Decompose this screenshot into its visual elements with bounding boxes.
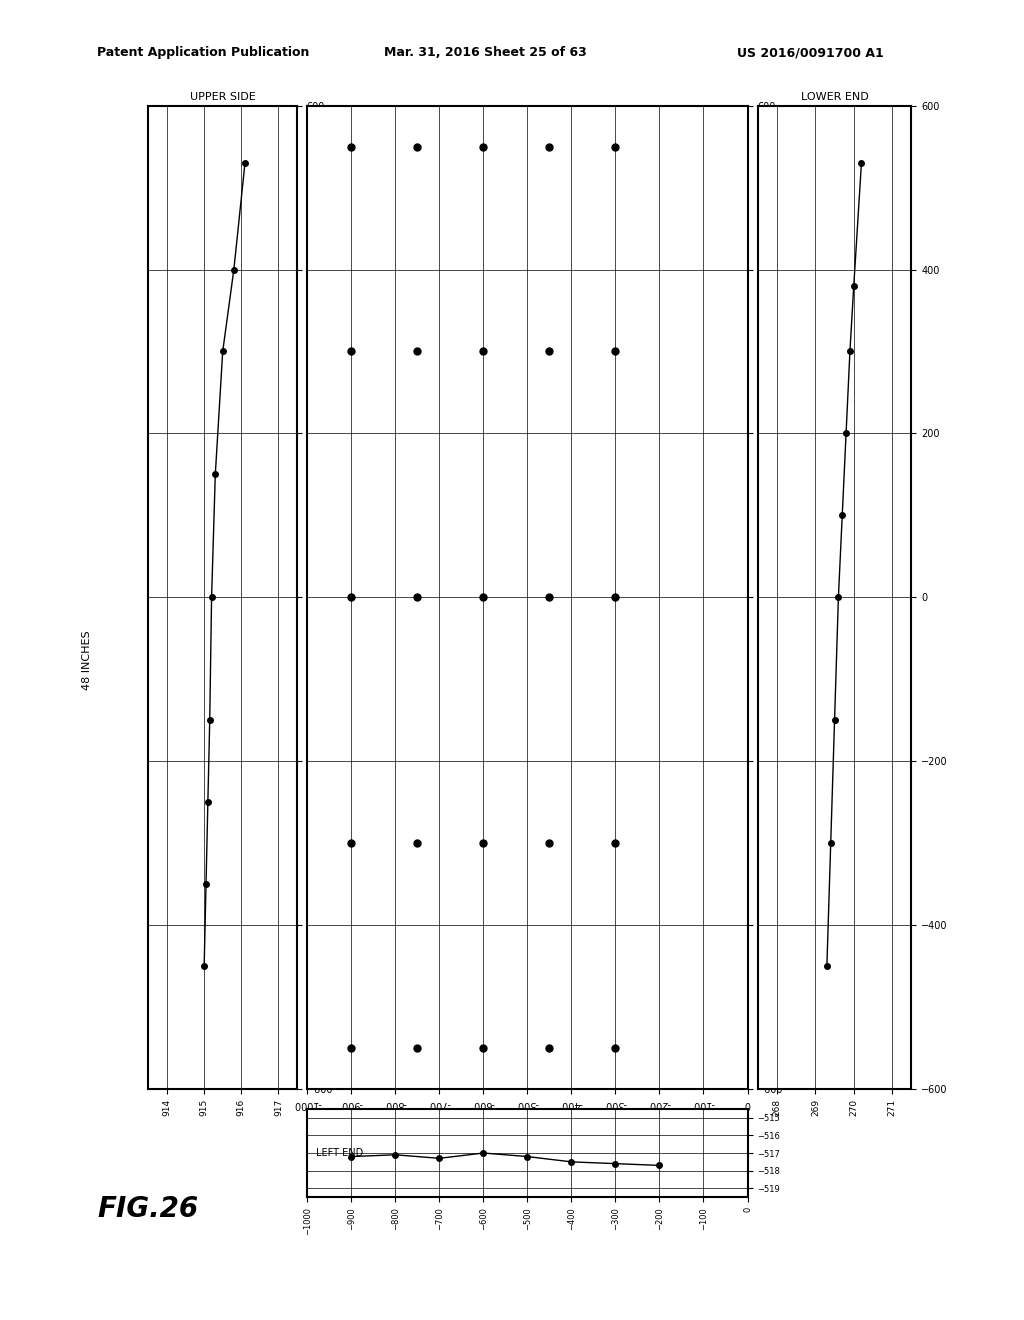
Text: 48 INCHES: 48 INCHES (82, 630, 92, 690)
Text: US 2016/0091700 A1: US 2016/0091700 A1 (737, 46, 884, 59)
X-axis label: SCREEN VERTICAL DIRECTION: SCREEN VERTICAL DIRECTION (444, 1122, 610, 1133)
Text: LEFT END: LEFT END (316, 1148, 364, 1158)
Title: LOWER END: LOWER END (801, 92, 868, 102)
Title: UPPER SIDE: UPPER SIDE (189, 92, 256, 102)
Y-axis label: SCREEN LATERAL DIRECTION: SCREEN LATERAL DIRECTION (795, 516, 805, 678)
Text: Patent Application Publication: Patent Application Publication (97, 46, 309, 59)
Text: Mar. 31, 2016 Sheet 25 of 63: Mar. 31, 2016 Sheet 25 of 63 (384, 46, 587, 59)
Text: FIG.26: FIG.26 (97, 1195, 199, 1222)
